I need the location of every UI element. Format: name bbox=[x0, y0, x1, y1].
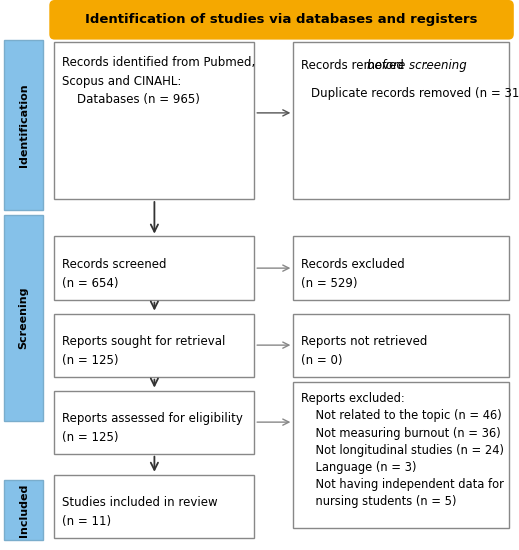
Text: Studies included in review
(n = 11): Studies included in review (n = 11) bbox=[62, 496, 218, 528]
Text: Reports assessed for eligibility
(n = 125): Reports assessed for eligibility (n = 12… bbox=[62, 412, 243, 444]
Text: :: : bbox=[424, 59, 428, 72]
FancyBboxPatch shape bbox=[293, 382, 509, 528]
Text: Records removed: Records removed bbox=[301, 59, 407, 72]
FancyBboxPatch shape bbox=[293, 42, 509, 199]
Text: before screening: before screening bbox=[367, 59, 467, 72]
Text: Reports sought for retrieval
(n = 125): Reports sought for retrieval (n = 125) bbox=[62, 335, 226, 367]
FancyBboxPatch shape bbox=[54, 42, 254, 199]
Text: Reports excluded:
    Not related to the topic (n = 46)
    Not measuring burnou: Reports excluded: Not related to the top… bbox=[301, 392, 504, 508]
Text: Records screened
(n = 654): Records screened (n = 654) bbox=[62, 258, 167, 290]
FancyBboxPatch shape bbox=[54, 475, 254, 538]
Text: Reports not retrieved
(n = 0): Reports not retrieved (n = 0) bbox=[301, 335, 427, 367]
Text: Identification: Identification bbox=[19, 83, 29, 167]
Text: Records identified from Pubmed,
Scopus and CINAHL:
    Databases (n = 965): Records identified from Pubmed, Scopus a… bbox=[62, 56, 255, 106]
Text: Identification of studies via databases and registers: Identification of studies via databases … bbox=[85, 13, 478, 26]
FancyBboxPatch shape bbox=[4, 480, 43, 540]
Text: Screening: Screening bbox=[19, 287, 29, 349]
FancyBboxPatch shape bbox=[54, 314, 254, 377]
Text: Duplicate records removed (n = 311): Duplicate records removed (n = 311) bbox=[311, 87, 519, 101]
FancyBboxPatch shape bbox=[54, 236, 254, 300]
FancyBboxPatch shape bbox=[293, 314, 509, 377]
Text: Records excluded
(n = 529): Records excluded (n = 529) bbox=[301, 258, 405, 290]
FancyBboxPatch shape bbox=[54, 390, 254, 454]
FancyBboxPatch shape bbox=[293, 236, 509, 300]
FancyBboxPatch shape bbox=[49, 0, 514, 40]
FancyBboxPatch shape bbox=[4, 40, 43, 210]
FancyBboxPatch shape bbox=[4, 214, 43, 421]
Text: Included: Included bbox=[19, 483, 29, 537]
